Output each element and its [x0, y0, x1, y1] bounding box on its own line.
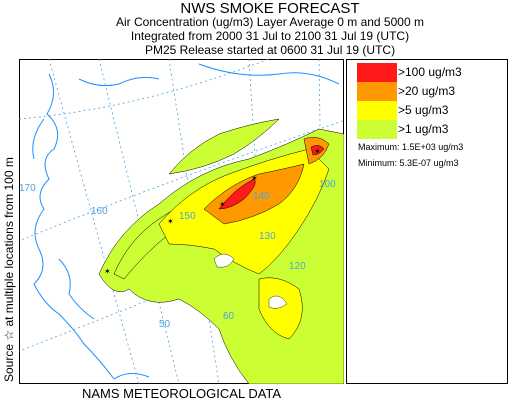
source-location-label-container: Source ☆ at multiple locations from 100 …: [0, 59, 18, 384]
coastline: [32, 63, 340, 380]
legend-label: >20 ug/m3: [398, 84, 456, 98]
smoke-plumes: [98, 118, 344, 384]
lon-label: 170: [19, 183, 36, 194]
smoke-concentration-map: ✶ ✶ ✶ ✶ ✶ 170 160 150 140 100 130 120 60…: [19, 59, 344, 384]
lat-label: 60: [223, 311, 235, 322]
legend-label: >1 ug/m3: [398, 122, 449, 136]
lon-label: 130: [259, 231, 276, 242]
legend-panel: >100 ug/m3 >20 ug/m3 >5 ug/m3 >1 ug/m3 M…: [346, 59, 508, 384]
source-star-icon: ✶: [219, 200, 226, 209]
integration-period-subtitle: Integrated from 2000 31 Jul to 2100 31 J…: [130, 29, 410, 43]
legend-item-gt1: >1 ug/m3: [357, 120, 505, 139]
legend-item-gt20: >20 ug/m3: [357, 82, 505, 101]
lon-label: 100: [319, 179, 336, 190]
legend-swatch-gt5: [357, 101, 397, 120]
concentration-subtitle: Air Concentration (ug/m3) Layer Average …: [116, 15, 424, 29]
source-star-icon: ✶: [167, 217, 174, 226]
source-markers: ✶ ✶ ✶ ✶ ✶: [104, 147, 321, 276]
lon-label: 120: [289, 261, 306, 272]
plume-hole: [213, 253, 235, 268]
plume-gt5-south: [258, 277, 303, 340]
lat-label: 50: [159, 319, 171, 330]
maximum-value: Maximum: 1.5E+03 ug/m3: [358, 142, 464, 152]
plume-gt100-east: [310, 145, 325, 156]
legend-swatch-gt1: [357, 120, 397, 139]
source-star-icon: ✶: [251, 174, 258, 183]
map-title: NWS SMOKE FORECAST: [180, 0, 360, 17]
source-star-icon: ✶: [314, 147, 321, 156]
legend-label: >100 ug/m3: [398, 65, 462, 79]
legend-label: >5 ug/m3: [398, 103, 449, 117]
legend-swatch-gt100: [357, 63, 397, 82]
meteorological-data-label: NAMS METEOROLOGICAL DATA: [81, 386, 282, 401]
lon-label: 150: [179, 211, 196, 222]
map-canvas: ✶ ✶ ✶ ✶ ✶ 170 160 150 140 100 130 120 60…: [19, 59, 344, 384]
lon-label: 140: [253, 191, 270, 202]
source-location-label: Source ☆ at multiple locations from 100 …: [2, 157, 16, 382]
legend-swatch-gt20: [357, 82, 397, 101]
minimum-value: Minimum: 5.3E-07 ug/m3: [358, 158, 459, 168]
plume-gt100: [218, 178, 256, 210]
release-start-subtitle: PM25 Release started at 0600 31 Jul 19 (…: [144, 43, 396, 57]
lon-label: 160: [91, 206, 108, 217]
source-star-icon: ✶: [104, 267, 111, 276]
plume-gt20: [203, 163, 305, 225]
legend-item-gt5: >5 ug/m3: [357, 101, 505, 120]
plume-hole: [268, 295, 288, 309]
plume-gt1-north: [168, 118, 280, 175]
legend-item-gt100: >100 ug/m3: [357, 63, 505, 82]
